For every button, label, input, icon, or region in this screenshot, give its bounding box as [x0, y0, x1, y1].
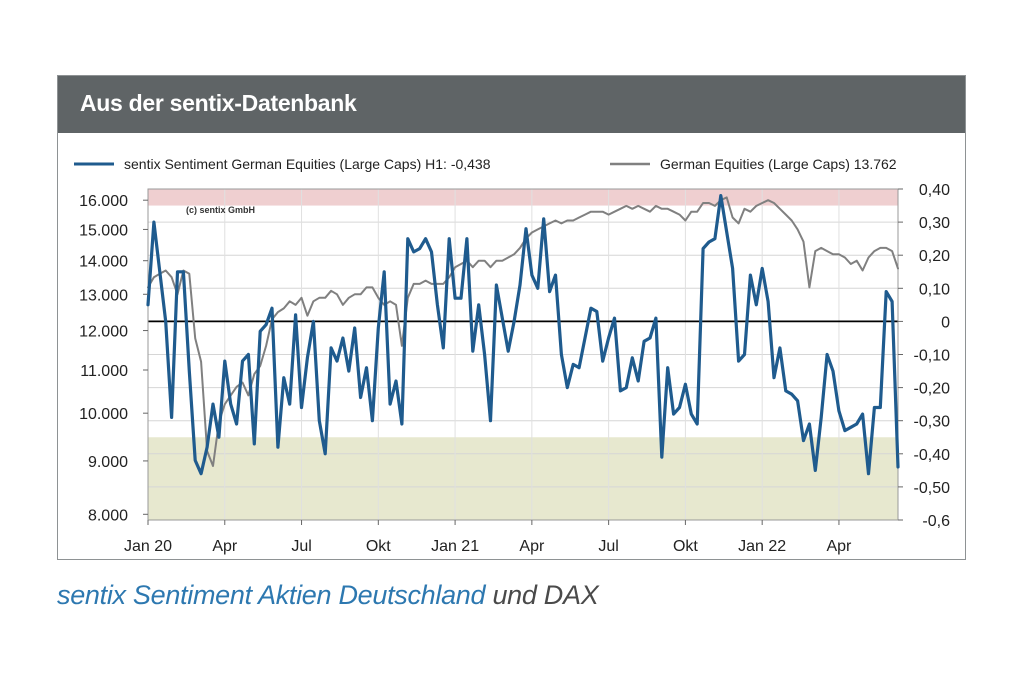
left-tick-label: 9.000	[88, 454, 128, 471]
x-tick-label: Apr	[212, 538, 238, 555]
copyright-label: (c) sentix GmbH	[186, 205, 255, 215]
background-bands	[148, 189, 898, 520]
series-lines	[146, 193, 900, 476]
right-tick-label: 0,40	[919, 182, 950, 199]
line-chart: 8.000 9.000 10.000 11.000 12.000 13.000 14.000…	[74, 156, 950, 555]
right-tick-label: -0,40	[914, 447, 951, 464]
panel-header: Aus der sentix-Datenbank	[58, 76, 965, 133]
caption-part-sentiment: sentix Sentiment Aktien Deutschland	[57, 580, 486, 610]
figure-caption: sentix Sentiment Aktien Deutschland und …	[57, 580, 599, 611]
right-tick-label: -0,6	[922, 513, 950, 530]
left-tick-label: 11.000	[80, 363, 128, 380]
left-tick-label: 13.000	[79, 287, 128, 304]
right-tick-label: 0,20	[919, 248, 950, 265]
x-tick-label: Okt	[366, 538, 391, 555]
left-axis-ticks: 8.000 9.000 10.000 11.000 12.000 13.000 14.000…	[79, 193, 148, 524]
x-tick-label: Jan 22	[738, 538, 786, 555]
x-tick-label: Apr	[519, 538, 545, 555]
right-tick-label: 0,30	[919, 215, 950, 232]
band-1	[148, 437, 898, 520]
legend-label-equities: German Equities (Large Caps) 13.762	[660, 156, 897, 172]
x-tick-label: Apr	[826, 538, 852, 555]
right-tick-label: -0,10	[914, 348, 951, 365]
caption-part-dax: und DAX	[485, 580, 599, 610]
x-tick-label: Jul	[598, 538, 618, 555]
left-tick-label: 8.000	[88, 507, 128, 524]
chart-panel: Aus der sentix-Datenbank 8.000 9.000 10.00…	[57, 75, 966, 560]
right-axis-ticks: 0,40 0,30 0,20 0,10 0 -0,10 -0,20 -0,30 -0,40 -0,…	[898, 182, 950, 530]
right-tick-label: -0,30	[914, 414, 951, 431]
x-tick-label: Jul	[291, 538, 311, 555]
left-tick-label: 12.000	[79, 324, 128, 341]
x-tick-label: Jan 20	[124, 538, 172, 555]
series-line-sentiment	[146, 193, 900, 476]
panel-title: Aus der sentix-Datenbank	[80, 90, 357, 116]
left-tick-label: 10.000	[79, 406, 128, 423]
band-0	[148, 189, 898, 206]
x-axis-ticks: Jan 20 Apr Jul Okt Jan 21 Apr Jul Okt Jan 22 Apr	[124, 520, 852, 555]
left-tick-label: 16.000	[79, 193, 128, 210]
x-tick-label: Okt	[673, 538, 698, 555]
x-tick-label: Jan 21	[431, 538, 479, 555]
left-tick-label: 14.000	[79, 254, 128, 271]
right-tick-label: 0	[941, 314, 950, 331]
right-tick-label: -0,20	[914, 381, 951, 398]
legend-label-sentiment: sentix Sentiment German Equities (Large …	[124, 156, 491, 172]
left-tick-label: 15.000	[79, 222, 128, 239]
right-tick-label: -0,50	[914, 480, 951, 497]
right-tick-label: 0,10	[919, 281, 950, 298]
